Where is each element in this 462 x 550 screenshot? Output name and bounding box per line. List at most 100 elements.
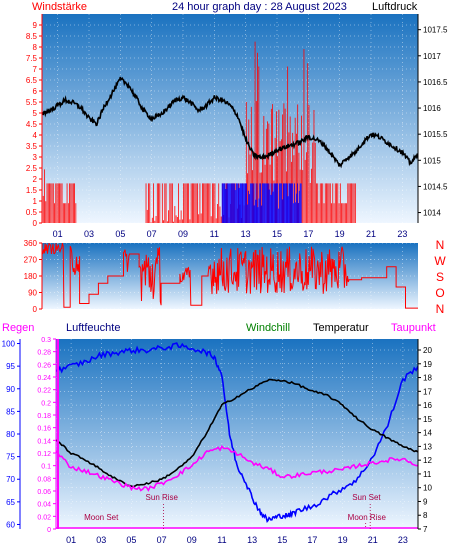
annotation-label: Moon Rise xyxy=(348,513,387,522)
x-tick-label: 03 xyxy=(84,229,94,239)
rain-tick-label: 0.3 xyxy=(41,337,51,344)
wind-tick-label: 5 xyxy=(33,109,38,118)
x-axis-ticks: 01 03 05 07 09 11 13 15 17 19 21 23 xyxy=(53,229,408,239)
legend-windchill: Windchill xyxy=(246,322,290,334)
pressure-tick-label: 1016 xyxy=(423,104,441,113)
pressure-label: Luftdruck xyxy=(372,1,418,13)
humidity-tick-label: 95 xyxy=(6,362,15,371)
x-tick-label: 23 xyxy=(398,535,408,545)
humidity-tick-label: 75 xyxy=(6,453,15,462)
direction-tick-label: 90 xyxy=(28,289,37,298)
climate-legend: Regen Luftfeuchte Windchill Temperatur T… xyxy=(2,322,436,334)
pressure-tick-label: 1016.5 xyxy=(423,78,448,87)
direction-tick-label: 270 xyxy=(24,256,38,265)
rain-axis-ticks: 0 0.02 0.04 0.06 0.08 0.1 0.12 0.14 0.16 0.18 0.2 0… xyxy=(37,337,56,534)
wind-tick-label: 6 xyxy=(33,87,38,96)
wind-direction-line xyxy=(42,243,418,309)
humidity-axis-ticks: 60 65 70 75 80 85 90 95 100 xyxy=(2,340,20,529)
wind-tick-label: 2.5 xyxy=(26,164,38,173)
temperature-tick-label: 9 xyxy=(423,497,428,506)
wind-tick-label: 7.5 xyxy=(26,54,38,63)
pressure-tick-label: 1015 xyxy=(423,156,441,165)
wind-tick-label: 9 xyxy=(33,21,38,30)
x-tick-label: 05 xyxy=(115,229,125,239)
humidity-tick-label: 90 xyxy=(6,385,15,394)
humidity-tick-label: 85 xyxy=(6,407,15,416)
x-tick-label: 15 xyxy=(277,535,287,545)
x-tick-label: 09 xyxy=(187,535,197,545)
x-tick-label: 19 xyxy=(338,535,348,545)
pressure-tick-label: 1014 xyxy=(423,209,441,218)
wind-tick-label: 1.5 xyxy=(26,186,38,195)
x-tick-label: 23 xyxy=(397,229,407,239)
temperature-tick-label: 17 xyxy=(423,387,432,396)
compass-label: N xyxy=(436,238,445,252)
legend-rain: Regen xyxy=(2,322,34,334)
x-tick-label: 15 xyxy=(272,229,282,239)
humidity-line xyxy=(56,342,418,523)
temperature-tick-label: 20 xyxy=(423,346,432,355)
rain-tick-label: 0.14 xyxy=(37,438,51,445)
x-tick-label: 13 xyxy=(247,535,257,545)
climate-plot-area xyxy=(56,339,418,529)
rain-tick-label: 0.12 xyxy=(37,451,51,458)
wind-tick-label: 1 xyxy=(33,197,38,206)
x-tick-label: 03 xyxy=(96,535,106,545)
wind-tick-label: 4.5 xyxy=(26,120,38,129)
annotation-label: Sun Set xyxy=(352,493,381,502)
pressure-line xyxy=(42,76,418,169)
rain-tick-label: 0.24 xyxy=(37,375,51,382)
x-tick-label: 11 xyxy=(217,535,226,545)
humidity-tick-label: 65 xyxy=(6,498,15,507)
temperature-tick-label: 18 xyxy=(423,374,432,383)
wind-tick-label: 8.5 xyxy=(26,32,38,41)
temperature-tick-label: 14 xyxy=(423,429,432,438)
x-tick-label: 07 xyxy=(147,229,157,239)
humidity-tick-label: 80 xyxy=(6,430,15,439)
x-tick-label: 05 xyxy=(126,535,136,545)
compass-label: O xyxy=(435,286,444,300)
climate-x-axis-ticks: 01 03 05 07 09 11 13 15 17 19 21 23 xyxy=(66,535,408,545)
rain-tick-label: 0.1 xyxy=(41,464,51,471)
rain-tick-label: 0.18 xyxy=(37,413,51,420)
wind-tick-label: 0.5 xyxy=(26,208,38,217)
x-tick-label: 17 xyxy=(303,229,313,239)
rain-tick-label: 0.02 xyxy=(37,514,51,521)
legend-dewpoint: Taupunkt xyxy=(391,322,436,334)
x-tick-label: 09 xyxy=(178,229,188,239)
rain-tick-label: 0.26 xyxy=(37,362,51,369)
temperature-tick-label: 10 xyxy=(423,484,432,493)
temperature-tick-label: 11 xyxy=(423,470,432,479)
temperature-tick-label: 7 xyxy=(423,525,428,534)
rain-tick-label: 0 xyxy=(47,527,51,534)
rain-tick-label: 0.28 xyxy=(37,350,51,357)
compass-label: N xyxy=(436,302,445,316)
direction-tick-label: 180 xyxy=(24,272,38,281)
wind-tick-label: 8 xyxy=(33,43,38,52)
temperature-tick-label: 16 xyxy=(423,401,432,410)
x-tick-label: 17 xyxy=(307,535,317,545)
pressure-axis-ticks: 1014 1014.5 1015 1015.5 1016 1016.5 1017 1017.5 xyxy=(418,26,448,218)
wind-pressure-grid xyxy=(42,14,418,224)
annotation-label: Sun Rise xyxy=(146,493,179,502)
rain-tick-label: 0.04 xyxy=(37,502,51,509)
rain-tick-label: 0.08 xyxy=(37,476,51,483)
pressure-tick-label: 1014.5 xyxy=(423,182,448,191)
temperature-tick-label: 19 xyxy=(423,360,432,369)
x-tick-label: 21 xyxy=(368,535,378,545)
compass-label: S xyxy=(436,270,444,284)
rain-tick-label: 0.2 xyxy=(41,400,51,407)
direction-axis-ticks: 0 90 180 270 360 xyxy=(24,239,42,314)
wind-tick-label: 2 xyxy=(33,175,38,184)
x-tick-label: 01 xyxy=(66,535,76,545)
dewpoint-line xyxy=(56,445,418,492)
climate-grid xyxy=(56,339,418,530)
wind-tick-label: 3.5 xyxy=(26,142,38,151)
x-tick-label: 21 xyxy=(366,229,376,239)
legend-temperature: Temperatur xyxy=(313,322,369,334)
wind-tick-label: 4 xyxy=(33,131,38,140)
x-tick-label: 13 xyxy=(241,229,251,239)
